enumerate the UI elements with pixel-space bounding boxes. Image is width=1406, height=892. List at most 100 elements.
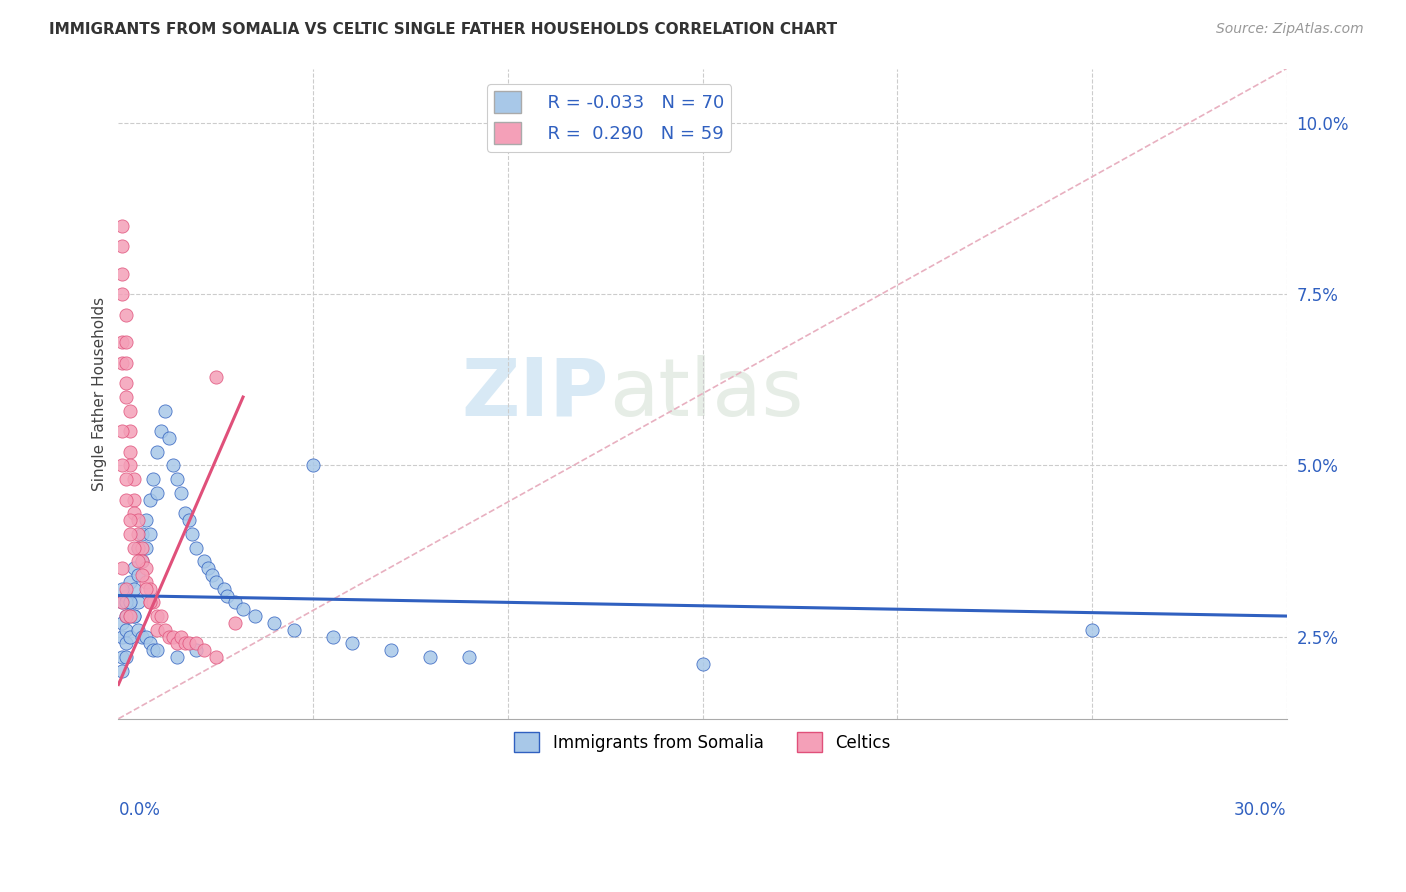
- Point: [322, 630, 344, 644]
- Point: [177, 636, 200, 650]
- Point: [115, 609, 138, 624]
- Point: [173, 636, 195, 650]
- Point: [111, 650, 134, 665]
- Text: atlas: atlas: [609, 355, 803, 433]
- Point: [115, 636, 138, 650]
- Point: [111, 267, 134, 281]
- Point: [122, 541, 145, 555]
- Point: [111, 615, 134, 630]
- Point: [302, 458, 325, 473]
- Point: [153, 403, 176, 417]
- Point: [138, 527, 160, 541]
- Point: [131, 527, 153, 541]
- Point: [115, 390, 138, 404]
- Point: [193, 643, 215, 657]
- Point: [166, 650, 188, 665]
- Point: [142, 472, 165, 486]
- Point: [111, 424, 134, 438]
- Point: [111, 239, 134, 253]
- Point: [146, 609, 169, 624]
- Point: [120, 595, 142, 609]
- Point: [146, 623, 169, 637]
- Point: [120, 574, 142, 589]
- Point: [162, 630, 184, 644]
- Point: [131, 541, 153, 555]
- Point: [111, 356, 134, 370]
- Text: 0.0%: 0.0%: [118, 801, 160, 819]
- Point: [170, 630, 193, 644]
- Point: [115, 650, 138, 665]
- Point: [120, 424, 142, 438]
- Point: [111, 664, 134, 678]
- Point: [120, 609, 142, 624]
- Point: [135, 582, 157, 596]
- Point: [122, 507, 145, 521]
- Point: [120, 444, 142, 458]
- Point: [115, 595, 138, 609]
- Point: [212, 582, 235, 596]
- Point: [115, 356, 138, 370]
- Point: [111, 287, 134, 301]
- Point: [204, 574, 226, 589]
- Point: [131, 630, 153, 644]
- Point: [153, 623, 176, 637]
- Point: [127, 541, 149, 555]
- Point: [111, 595, 134, 609]
- Point: [224, 595, 246, 609]
- Point: [283, 623, 305, 637]
- Point: [115, 335, 138, 350]
- Point: [142, 595, 165, 609]
- Point: [181, 527, 204, 541]
- Point: [263, 615, 285, 630]
- Point: [115, 589, 138, 603]
- Point: [146, 643, 169, 657]
- Text: IMMIGRANTS FROM SOMALIA VS CELTIC SINGLE FATHER HOUSEHOLDS CORRELATION CHART: IMMIGRANTS FROM SOMALIA VS CELTIC SINGLE…: [49, 22, 838, 37]
- Point: [138, 492, 160, 507]
- Point: [127, 595, 149, 609]
- Point: [243, 609, 266, 624]
- Point: [120, 527, 142, 541]
- Point: [186, 636, 208, 650]
- Point: [115, 308, 138, 322]
- Point: [1081, 623, 1104, 637]
- Point: [115, 472, 138, 486]
- Point: [122, 609, 145, 624]
- Point: [131, 554, 153, 568]
- Point: [127, 513, 149, 527]
- Point: [127, 527, 149, 541]
- Point: [138, 582, 160, 596]
- Point: [419, 650, 441, 665]
- Point: [135, 574, 157, 589]
- Point: [115, 623, 138, 637]
- Point: [131, 568, 153, 582]
- Point: [186, 541, 208, 555]
- Y-axis label: Single Father Households: Single Father Households: [93, 296, 107, 491]
- Point: [380, 643, 402, 657]
- Point: [122, 492, 145, 507]
- Point: [177, 513, 200, 527]
- Point: [157, 630, 180, 644]
- Point: [692, 657, 714, 671]
- Point: [111, 582, 134, 596]
- Point: [142, 643, 165, 657]
- Point: [150, 424, 173, 438]
- Point: [201, 568, 224, 582]
- Point: [115, 582, 138, 596]
- Point: [146, 486, 169, 500]
- Point: [135, 513, 157, 527]
- Point: [111, 458, 134, 473]
- Point: [135, 541, 157, 555]
- Point: [135, 561, 157, 575]
- Point: [217, 589, 239, 603]
- Point: [204, 369, 226, 384]
- Point: [232, 602, 254, 616]
- Point: [111, 630, 134, 644]
- Text: ZIP: ZIP: [461, 355, 609, 433]
- Point: [111, 219, 134, 233]
- Point: [127, 541, 149, 555]
- Point: [115, 492, 138, 507]
- Point: [138, 595, 160, 609]
- Point: [224, 615, 246, 630]
- Point: [173, 507, 195, 521]
- Point: [115, 376, 138, 391]
